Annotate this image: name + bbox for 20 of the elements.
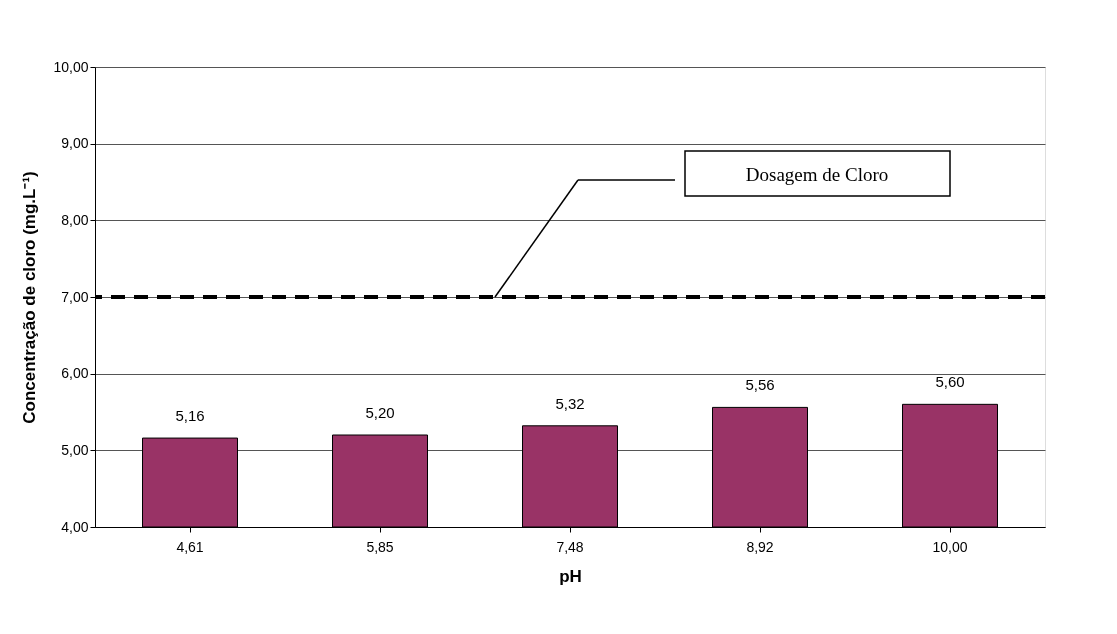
y-tick-label: 6,00 — [61, 365, 89, 382]
data-label: 5,60 — [935, 373, 965, 391]
x-tick-label: 10,00 — [932, 538, 968, 555]
data-label: 5,32 — [555, 394, 585, 412]
data-label: 5,56 — [745, 376, 775, 394]
y-axis-title: Concentração de cloro (mg.L⁻¹) — [20, 171, 40, 424]
ref-line-label: Dosagem de Cloro — [745, 164, 889, 185]
y-tick-label: 10,00 — [53, 58, 89, 75]
x-tick-label: 7,48 — [556, 538, 584, 555]
y-tick-label: 9,00 — [61, 135, 89, 152]
x-tick-label: 4,61 — [176, 538, 204, 555]
x-tick-label: 5,85 — [366, 538, 394, 555]
y-tick-label: 4,00 — [61, 518, 89, 535]
data-label: 5,20 — [365, 404, 395, 421]
y-tick-label: 5,00 — [61, 441, 89, 458]
x-tick-label: 8,92 — [746, 538, 774, 555]
data-label: 5,16 — [175, 407, 205, 425]
x-axis-title: pH — [559, 566, 582, 586]
y-tick-label: 8,00 — [61, 211, 89, 228]
y-tick-label: 7,00 — [61, 288, 89, 305]
